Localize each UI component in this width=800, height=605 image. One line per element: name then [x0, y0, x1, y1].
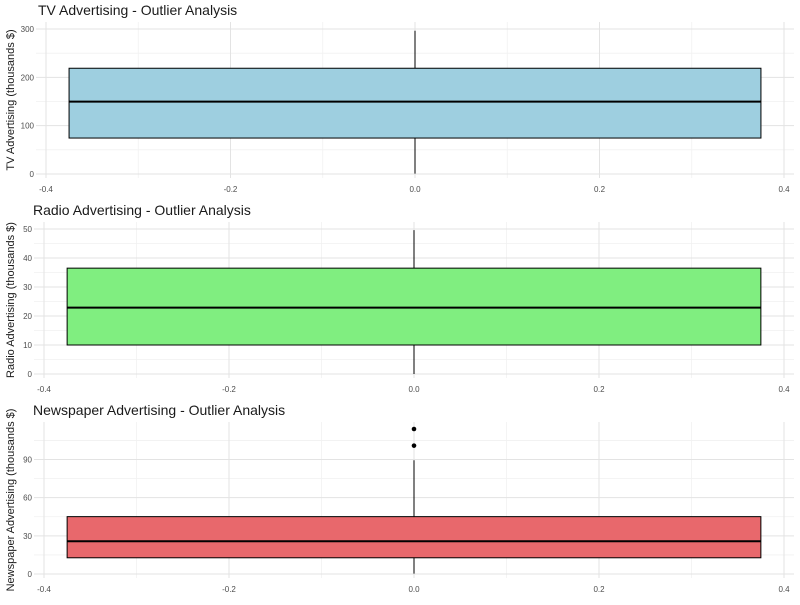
x-tick-label: -0.4 — [37, 585, 51, 594]
y-tick-label: 0 — [28, 370, 33, 379]
x-tick-label: 0.4 — [778, 185, 790, 194]
y-tick-label: 20 — [23, 312, 32, 321]
x-tick-label: -0.4 — [37, 385, 51, 394]
outlier-point — [411, 443, 417, 448]
y-tick-label: 30 — [23, 283, 32, 292]
panel-title: Radio Advertising - Outlier Analysis — [33, 202, 251, 218]
y-tick-label: 30 — [23, 532, 32, 541]
panel-title: TV Advertising - Outlier Analysis — [38, 2, 237, 18]
panel-3: -0.4 -0.2 0.0 0.2 0.4 0 30 60 90 Newspaper Advert… — [5, 402, 794, 594]
x-tick-label: 0.0 — [409, 185, 421, 194]
box — [66, 267, 762, 346]
x-tick-label: 0.2 — [593, 585, 605, 594]
y-tick-label: 50 — [23, 225, 32, 234]
x-tick-label: -0.4 — [39, 185, 53, 194]
x-tick-label: 0.4 — [778, 385, 790, 394]
y-tick-label: 0 — [30, 170, 35, 179]
box — [68, 67, 762, 139]
y-tick-label: 10 — [23, 341, 32, 350]
y-axis-label: TV Advertising (thousands $) — [5, 29, 17, 170]
y-tick-label: 60 — [23, 494, 32, 503]
outlier-point — [411, 426, 417, 432]
y-tick-label: 40 — [23, 254, 32, 263]
y-tick-label: 0 — [28, 570, 33, 579]
box — [66, 516, 762, 559]
y-tick-label: 90 — [23, 456, 32, 465]
y-tick-label: 200 — [21, 73, 35, 82]
y-axis-label: Newspaper Advertising (thousands $) — [5, 409, 17, 592]
x-tick-label: 0.2 — [594, 185, 606, 194]
x-tick-label: -0.2 — [222, 585, 236, 594]
x-tick-label: 0.0 — [408, 585, 420, 594]
y-tick-label: 300 — [21, 25, 35, 34]
panel-title: Newspaper Advertising - Outlier Analysis — [33, 402, 285, 418]
x-tick-label: 0.4 — [778, 585, 790, 594]
x-tick-label: 0.0 — [408, 385, 420, 394]
y-tick-label: 100 — [21, 122, 35, 131]
x-tick-label: -0.2 — [222, 385, 236, 394]
x-tick-label: -0.2 — [224, 185, 238, 194]
x-tick-label: 0.2 — [593, 385, 605, 394]
y-axis-label: Radio Advertising (thousands $) — [5, 222, 17, 378]
